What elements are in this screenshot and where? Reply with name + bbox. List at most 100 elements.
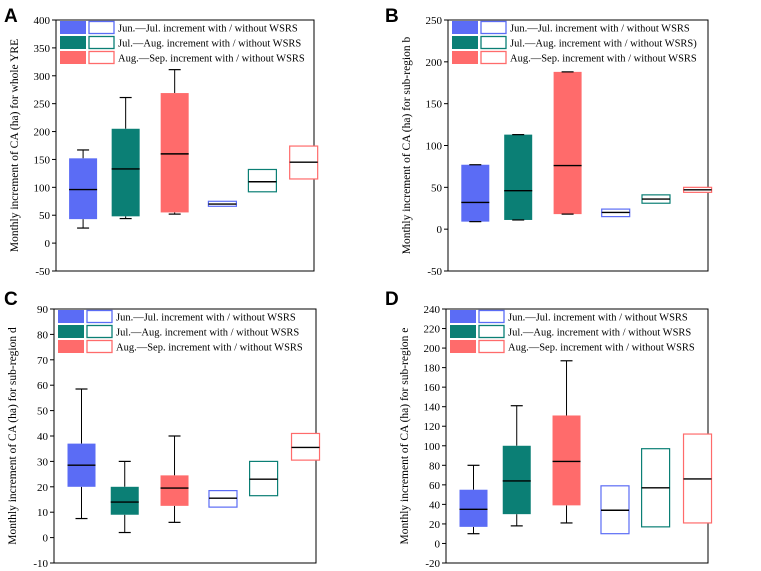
y-axis-label: Monthly increment of CA (ha) for sub-reg… [399,328,411,545]
box-4 [600,485,630,535]
y-tick-label: 40 [429,499,441,511]
box-6 [290,432,321,461]
y-tick-label: 200 [34,127,51,139]
y-tick-label: 200 [424,343,441,355]
y-tick-label: 60 [429,480,441,492]
y-tick-label: 150 [34,154,51,166]
y-tick-label: 150 [426,99,443,111]
box-body [504,134,533,220]
legend-entry: Jul.—Aug. increment with / without WSRS [58,324,299,339]
legend-entry: Aug.—Sep. increment with / without WSRS [58,339,303,354]
panel-letter: A [4,6,18,27]
y-tick-label: 350 [34,43,51,55]
y-tick-label: 250 [426,15,443,27]
box-4 [207,200,238,207]
y-tick-label: 20 [37,482,49,494]
y-tick-label: 0 [45,238,51,250]
y-tick-label: 250 [34,99,51,111]
legend-swatch-hollow [480,35,507,50]
y-tick-label: 70 [37,355,49,367]
box-body [110,486,139,515]
box-body [69,158,98,220]
box-body [111,128,140,217]
box-1 [461,164,490,223]
legend-swatch-filled [60,36,86,49]
box-6 [682,186,713,193]
legend-entry: Jun.—Jul. increment with / without WSRS [58,309,296,324]
y-axis-label: Monthly increment of CA (ha) for whole Y… [9,39,21,252]
legend-swatch-filled [450,310,476,323]
legend-label: Jun.—Jul. increment with / without WSRS [510,24,690,35]
legend-entry: Jul.—Aug. increment with / without WSRS) [452,35,697,50]
box-6 [289,145,319,180]
box-body [459,489,488,527]
legend-swatch-filled [60,21,86,34]
box-2 [111,96,140,220]
legend-entry: Jul.—Aug. increment with / without WSRS [60,35,301,50]
legend-label: Aug.—Sep. increment with / without WSRS [118,54,305,65]
box-body [502,445,531,515]
panel-letter: B [385,6,399,27]
box-1 [67,388,96,520]
y-axis-label: Monthly increment of CA (ha) for sub-reg… [401,37,413,255]
panel-c: C -10 0 10 20 30 40 50 60 70 80 90 Monthly increment… [4,289,321,570]
box-body [553,71,582,215]
legend-swatch-hollow [86,324,113,339]
y-tick-label: 50 [431,182,443,194]
box-2 [504,134,533,221]
box-6 [682,433,713,524]
y-tick-label: 140 [424,402,441,414]
legend-entry: Jun.—Jul. increment with / without WSRS [450,309,688,324]
legend-swatch-filled [452,21,478,34]
box-3 [160,69,189,215]
legend-swatch-filled [452,36,478,49]
box-3 [552,360,581,524]
y-tick-label: 0 [435,538,441,550]
legend-label: Jun.—Jul. increment with / without WSRS [116,313,296,324]
legend-swatch-hollow [86,309,113,324]
legend-swatch-filled [58,310,84,323]
y-tick-label: 50 [37,406,49,418]
y-tick-label: 90 [37,304,49,316]
box-4 [208,490,238,508]
box-2 [110,460,139,534]
legend-label: Jul.—Aug. increment with / without WSRS [116,328,299,339]
legend-swatch-hollow [478,324,505,339]
box-1 [459,464,488,535]
y-tick-label: 100 [424,441,441,453]
y-tick-label: 0 [437,224,443,236]
y-tick-label: 200 [426,57,443,69]
box-3 [553,71,582,215]
legend-label: Aug.—Sep. increment with / without WSRS [510,54,697,65]
y-tick-label: 30 [37,456,49,468]
legend-swatch-filled [450,325,476,338]
box-body [247,168,277,193]
box-3 [160,435,189,523]
y-tick-label: 50 [39,210,51,222]
legend-swatch-filled [58,325,84,338]
legend-entry: Aug.—Sep. increment with / without WSRS [60,50,305,65]
y-tick-label: 300 [34,71,51,83]
y-tick-label: -20 [425,558,440,570]
legend-swatch-filled [60,51,86,64]
y-tick-label: 40 [37,431,49,443]
panel-a: A -50 0 50 100 150 200 250 300 350 400 Monthly incr… [4,6,319,278]
panel-letter: C [4,289,18,310]
y-tick-label: 240 [424,304,441,316]
y-tick-label: 400 [34,15,51,27]
legend-swatch-hollow [88,50,115,65]
box-body [461,164,490,222]
y-tick-label: 120 [424,421,441,433]
legend-swatch-hollow [478,309,505,324]
y-tick-label: 60 [37,380,49,392]
box-body [552,415,581,506]
legend-swatch-filled [450,340,476,353]
legend-swatch-hollow [88,20,115,35]
box-5 [641,194,671,204]
y-tick-label: 10 [37,507,49,519]
legend-label: Jul.—Aug. increment with / without WSRS [508,328,691,339]
y-tick-label: 80 [37,329,49,341]
box-2 [502,405,531,527]
y-tick-label: -50 [35,266,50,278]
